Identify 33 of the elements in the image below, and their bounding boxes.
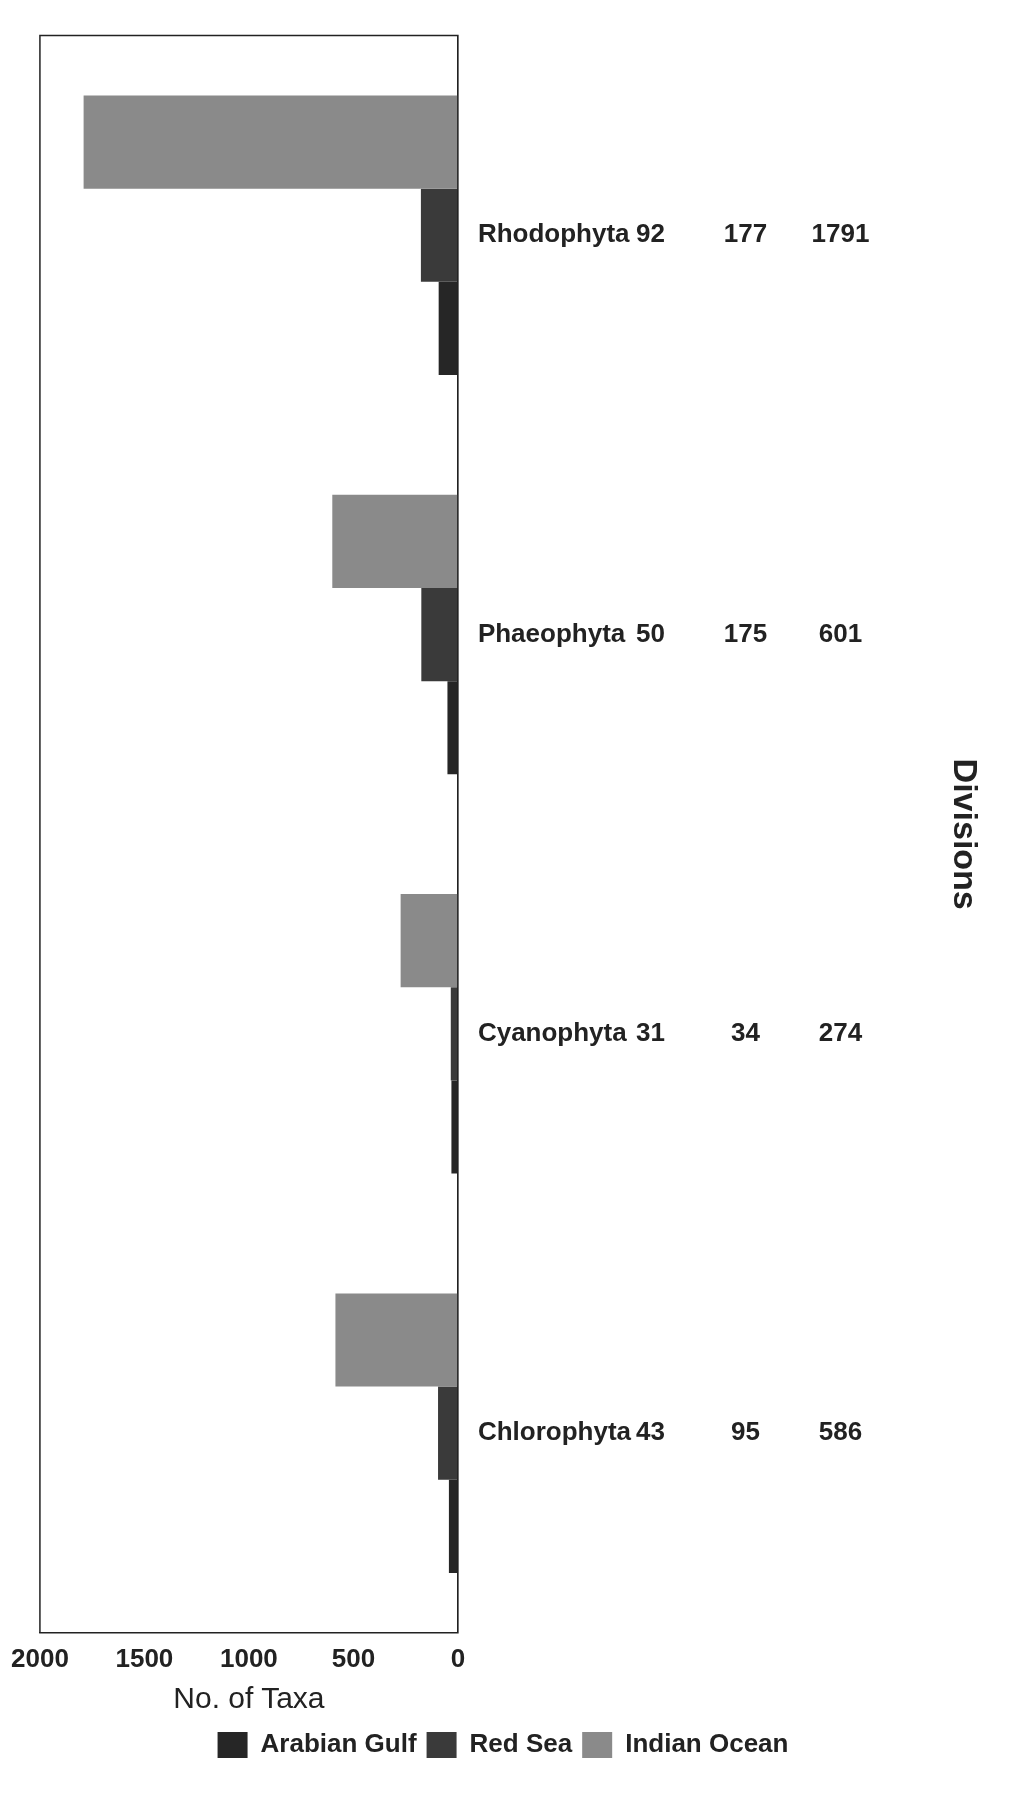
y-tick-label: Phaeophyta — [477, 617, 626, 648]
text: Divisions — [946, 758, 985, 910]
data-label: 34 — [731, 1017, 761, 1048]
legend-label: Indian Ocean — [625, 1728, 789, 1759]
x-tick-label: 1000 — [219, 1642, 278, 1673]
legend-label: Arabian Gulf — [260, 1728, 417, 1759]
data-label: 43 — [636, 1416, 665, 1447]
y-tick-label: Cyanophyta — [477, 1017, 628, 1048]
data-label: 50 — [636, 617, 665, 648]
data-label: 177 — [723, 218, 768, 249]
x-tick-label: 500 — [331, 1642, 376, 1673]
x-axis-title: No. of Taxa — [173, 1681, 325, 1715]
data-label: 601 — [818, 617, 863, 648]
x-tick-label: 1500 — [115, 1642, 174, 1673]
legend-label: Red Sea — [469, 1728, 573, 1759]
data-label: 31 — [636, 1017, 665, 1048]
data-label: 1791 — [811, 218, 870, 249]
bar — [332, 494, 458, 588]
data-label: 586 — [818, 1416, 863, 1447]
y-tick-label: Chlorophyta — [477, 1416, 632, 1447]
y-tick-label: Rhodophyta — [477, 218, 631, 249]
data-label: 175 — [723, 617, 768, 648]
bar — [335, 1293, 458, 1387]
bar — [83, 95, 458, 189]
data-label: 92 — [636, 218, 665, 249]
x-tick-label: 0 — [450, 1642, 466, 1673]
bar — [400, 894, 458, 988]
bar — [438, 1386, 458, 1480]
x-tick-label: 2000 — [11, 1642, 69, 1673]
data-label: 274 — [818, 1017, 863, 1048]
bar — [420, 188, 458, 282]
bar — [421, 587, 458, 682]
data-label: 95 — [731, 1416, 760, 1447]
